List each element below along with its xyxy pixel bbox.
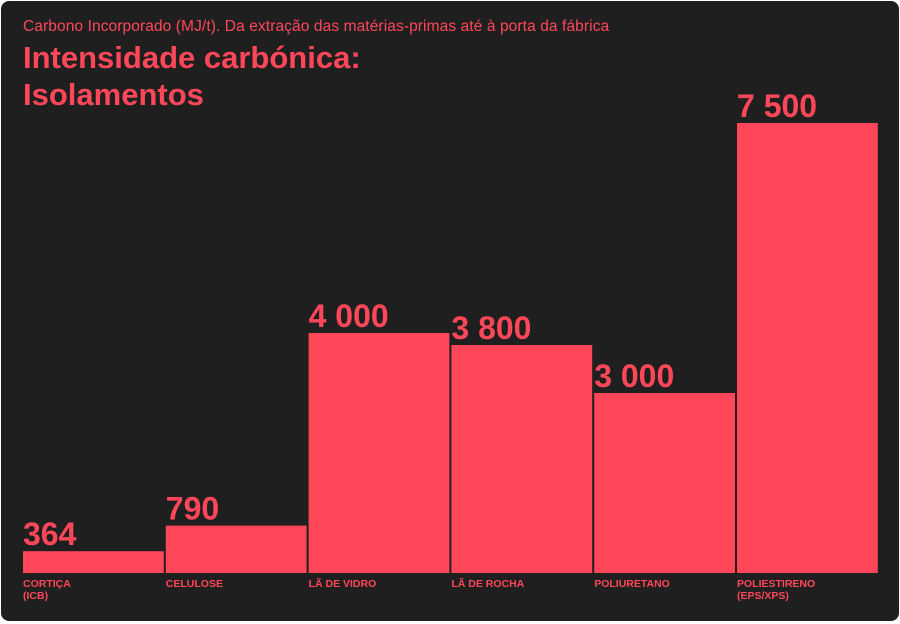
category-label-2: LÃ DE VIDRO — [309, 577, 377, 590]
bar-2 — [308, 333, 450, 573]
category-label-3: LÃ DE ROCHA — [451, 577, 524, 590]
bar-3 — [451, 345, 593, 573]
category-label-0-line-1: (ICB) — [23, 590, 48, 602]
chart-title-line-2: Isolamentos — [23, 77, 204, 112]
category-label-5-line-1: (EPS/XPS) — [737, 590, 789, 602]
value-label-2: 4 000 — [309, 298, 389, 334]
value-label-3: 3 800 — [451, 310, 531, 346]
bar-0 — [23, 551, 164, 573]
value-label-5: 7 500 — [737, 88, 817, 124]
chart-title: Intensidade carbónica: Isolamentos — [23, 39, 623, 113]
category-label-4: POLIURETANO — [594, 578, 670, 590]
bar-1 — [165, 525, 307, 573]
category-label-0: CORTIÇA — [23, 578, 71, 590]
value-label-0: 364 — [23, 516, 77, 552]
chart-title-line-1: Intensidade carbónica: — [23, 40, 361, 75]
bar-5 — [737, 123, 878, 573]
value-label-4: 3 000 — [594, 358, 674, 394]
value-label-1: 790 — [166, 491, 219, 527]
category-label-5: POLIESTIRENO — [737, 578, 815, 590]
category-label-1: CELULOSE — [166, 578, 223, 590]
chart-subtitle: Carbono Incorporado (MJ/t). Da extração … — [23, 18, 610, 35]
bar-4 — [594, 393, 735, 573]
